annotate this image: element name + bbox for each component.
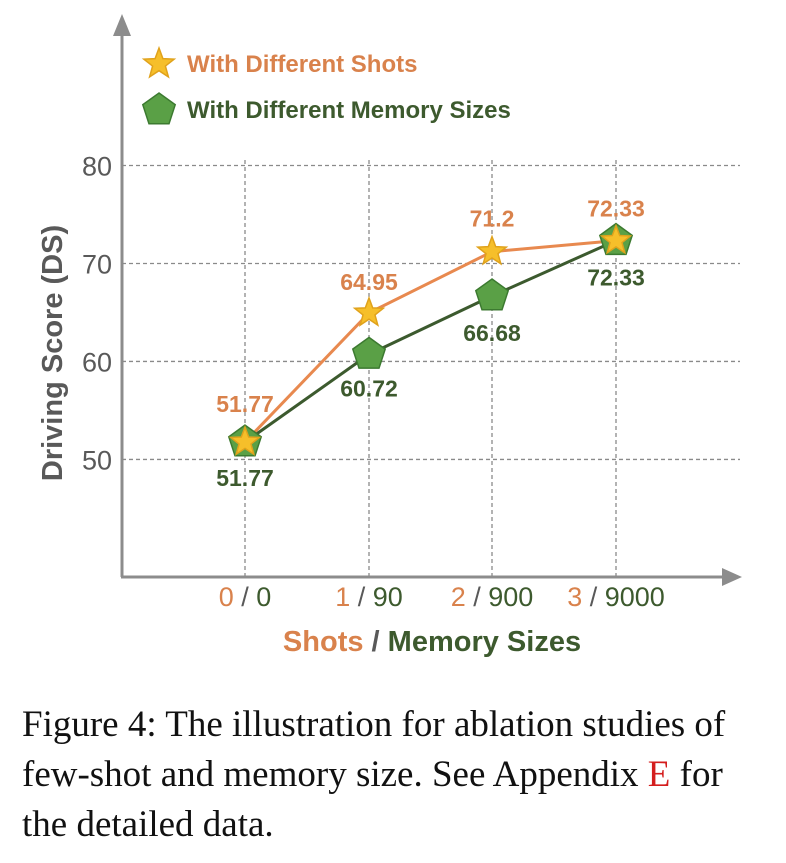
series-lines [243, 239, 617, 444]
legend: With Different Shots With Different Memor… [141, 45, 511, 125]
x-tick-memory: 0 [256, 582, 271, 612]
shots-star-marker [228, 424, 262, 456]
y-tick-label: 60 [82, 347, 112, 377]
x-axis-title-separator: / [363, 626, 387, 658]
x-tick-separator: / [350, 582, 373, 612]
memory-data-label: 72.33 [587, 265, 645, 291]
grid-lines [122, 160, 740, 577]
y-tick-label: 70 [82, 249, 112, 279]
memory-data-label: 51.77 [216, 465, 274, 491]
x-tick-memory: 900 [488, 582, 533, 612]
y-tick-label: 80 [82, 151, 112, 181]
x-tick-shots: 2 [451, 582, 466, 612]
series-markers [227, 222, 634, 457]
shots-star-marker [475, 234, 509, 266]
legend-label-memory: With Different Memory Sizes [187, 97, 511, 124]
x-tick-label: 2 / 900 [451, 582, 534, 612]
shots-data-label: 71.2 [470, 206, 515, 232]
shots-data-label: 51.77 [216, 391, 274, 417]
shots-series-line [243, 239, 617, 444]
shots-star-marker [599, 223, 633, 255]
shots-data-label: 72.33 [587, 196, 645, 222]
memory-pentagon-marker [351, 336, 387, 369]
x-tick-memory: 9000 [605, 582, 665, 612]
x-tick-shots: 1 [335, 582, 350, 612]
data-labels: 51.77 64.95 71.2 72.33 51.77 60.72 66.68 72.33 [216, 196, 645, 491]
memory-data-label: 66.68 [463, 320, 521, 346]
appendix-link[interactable]: E [647, 754, 671, 795]
x-tick-label: 1 / 90 [335, 582, 403, 612]
x-tick-separator: / [234, 582, 257, 612]
x-tick-separator: / [466, 582, 489, 612]
x-tick-shots: 0 [219, 582, 234, 612]
x-axis-title: Shots / Memory Sizes [283, 626, 581, 658]
x-tick-label: 0 / 0 [219, 582, 272, 612]
y-axis-arrow-icon [113, 14, 131, 36]
x-tick-label: 3 / 9000 [567, 582, 665, 612]
memory-pentagon-marker [474, 278, 510, 311]
legend-label-shots: With Different Shots [187, 51, 417, 78]
x-tick-memory: 90 [373, 582, 403, 612]
caption-text-end: for the detailed data. [22, 754, 723, 845]
shots-star-marker [352, 295, 386, 327]
legend-pentagon-icon [141, 92, 177, 125]
x-axis-title-memory: Memory Sizes [388, 626, 581, 658]
y-tick-label: 50 [82, 445, 112, 475]
x-axis-title-shots: Shots [283, 626, 364, 658]
shots-data-label: 64.95 [340, 269, 398, 295]
x-axis-arrow-icon [722, 568, 742, 586]
y-axis-title: Driving Score (DS) [37, 225, 69, 481]
x-tick-shots: 3 [567, 582, 582, 612]
caption-text: Figure 4: The illustration for ablation … [22, 704, 726, 795]
legend-star-icon [141, 45, 177, 79]
memory-series-line [244, 239, 617, 444]
memory-data-label: 60.72 [340, 375, 398, 401]
x-tick-separator: / [582, 582, 605, 612]
y-tick-labels: 50 60 70 80 [82, 151, 112, 475]
figure-caption: Figure 4: The illustration for ablation … [22, 700, 762, 850]
